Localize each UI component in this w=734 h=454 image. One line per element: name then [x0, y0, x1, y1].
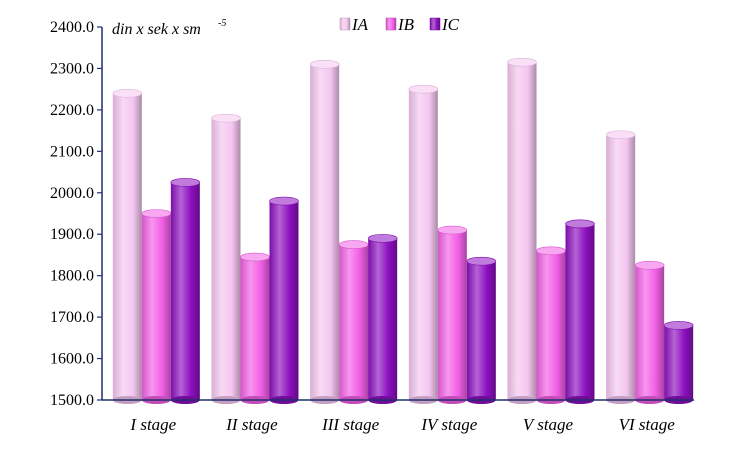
bar-IA-1 — [112, 89, 143, 404]
legend-item-IB: IB — [385, 15, 415, 34]
y-tick-label: 2100.0 — [50, 143, 94, 160]
bar-body — [536, 250, 566, 400]
bar-body — [437, 230, 467, 400]
bar-top — [211, 113, 241, 123]
y-tick-label: 2400.0 — [50, 19, 94, 36]
y-tick-label: 1600.0 — [50, 351, 94, 368]
bar-body — [141, 213, 171, 400]
bar-IB-3 — [338, 240, 369, 404]
x-tick-label: IV stage — [420, 415, 477, 434]
bar-body — [112, 93, 142, 401]
bars — [112, 57, 694, 404]
bar-top — [634, 261, 665, 270]
y-tick-label: 1800.0 — [50, 268, 94, 285]
bar-body — [339, 244, 369, 400]
bar-body — [240, 257, 270, 400]
bar-IB-4 — [437, 225, 468, 404]
bar-IC-3 — [367, 234, 398, 404]
x-tick-label: V stage — [523, 415, 574, 434]
legend-swatch — [429, 17, 441, 31]
x-tick-label: III stage — [321, 415, 380, 434]
bar-top — [141, 209, 172, 218]
y-tick-label: 1500.0 — [50, 392, 94, 409]
bar-IC-4 — [466, 256, 497, 404]
bar-body — [368, 238, 398, 400]
y-tick-label: 2300.0 — [50, 60, 94, 77]
bar-top — [437, 225, 468, 235]
bar-top — [466, 256, 497, 266]
y-tick-label: 2200.0 — [50, 102, 94, 119]
bar-body — [635, 265, 665, 400]
legend-label: IB — [397, 15, 415, 34]
legend-label: IA — [351, 15, 369, 34]
bar-body — [507, 62, 537, 400]
bar-body — [565, 223, 595, 400]
legend-item-IC: IC — [429, 15, 460, 34]
unit-label-main: din x sek x sm — [112, 21, 201, 38]
legend: IA IB IC — [339, 15, 460, 34]
bar-IB-6 — [634, 261, 665, 404]
bar-IC-2 — [269, 196, 299, 404]
bar-IC-6 — [663, 321, 694, 404]
legend-swatch — [385, 17, 397, 31]
bar-body — [170, 182, 200, 400]
bar-IA-2 — [211, 113, 241, 404]
y-tick-label: 2000.0 — [50, 185, 94, 202]
bar-body — [211, 118, 241, 400]
bar-top — [338, 240, 369, 249]
x-tick-label: VI stage — [619, 415, 676, 434]
x-axis: I stage II stage III stage IV stage V stage V… — [102, 399, 694, 434]
bar-IA-6 — [605, 130, 636, 404]
x-tick-label: II stage — [225, 415, 278, 434]
bar-top — [309, 60, 340, 69]
bar-top — [170, 178, 201, 187]
bar-top — [367, 234, 398, 243]
y-tick-label: 1900.0 — [50, 226, 94, 243]
bar-IA-3 — [309, 60, 340, 404]
bar-IA-5 — [507, 57, 537, 404]
x-tick-label: I stage — [129, 415, 176, 434]
bar-IC-1 — [170, 178, 201, 404]
unit-label: din x sek x sm -5 — [112, 18, 226, 38]
bar-body — [269, 201, 299, 400]
bar-body — [664, 325, 694, 400]
y-axis: 1500.0 1600.0 1700.0 1800.0 1900.0 2000.0 2100… — [50, 19, 103, 409]
bar-top — [536, 246, 566, 256]
legend-item-IA: IA — [339, 15, 369, 34]
bar-top — [408, 84, 439, 94]
bar-IC-5 — [565, 219, 595, 404]
bar-body — [408, 89, 438, 401]
bar-IB-2 — [240, 252, 270, 404]
bar-IB-1 — [141, 209, 172, 404]
legend-swatch — [339, 17, 351, 31]
bar-IB-5 — [536, 246, 566, 404]
bar-top — [269, 196, 299, 206]
bar-body — [606, 134, 636, 400]
bar-top — [605, 130, 636, 140]
bar-IA-4 — [408, 84, 439, 404]
bar-top — [663, 321, 694, 330]
y-tick-label: 1700.0 — [50, 309, 94, 326]
bar-body — [466, 261, 496, 400]
bar-body — [310, 64, 340, 401]
unit-label-exponent: -5 — [218, 18, 226, 29]
bar-top — [240, 252, 270, 262]
bar-top — [565, 219, 595, 229]
bar-top — [112, 89, 143, 98]
legend-label: IC — [441, 15, 460, 34]
bar-top — [507, 57, 537, 67]
